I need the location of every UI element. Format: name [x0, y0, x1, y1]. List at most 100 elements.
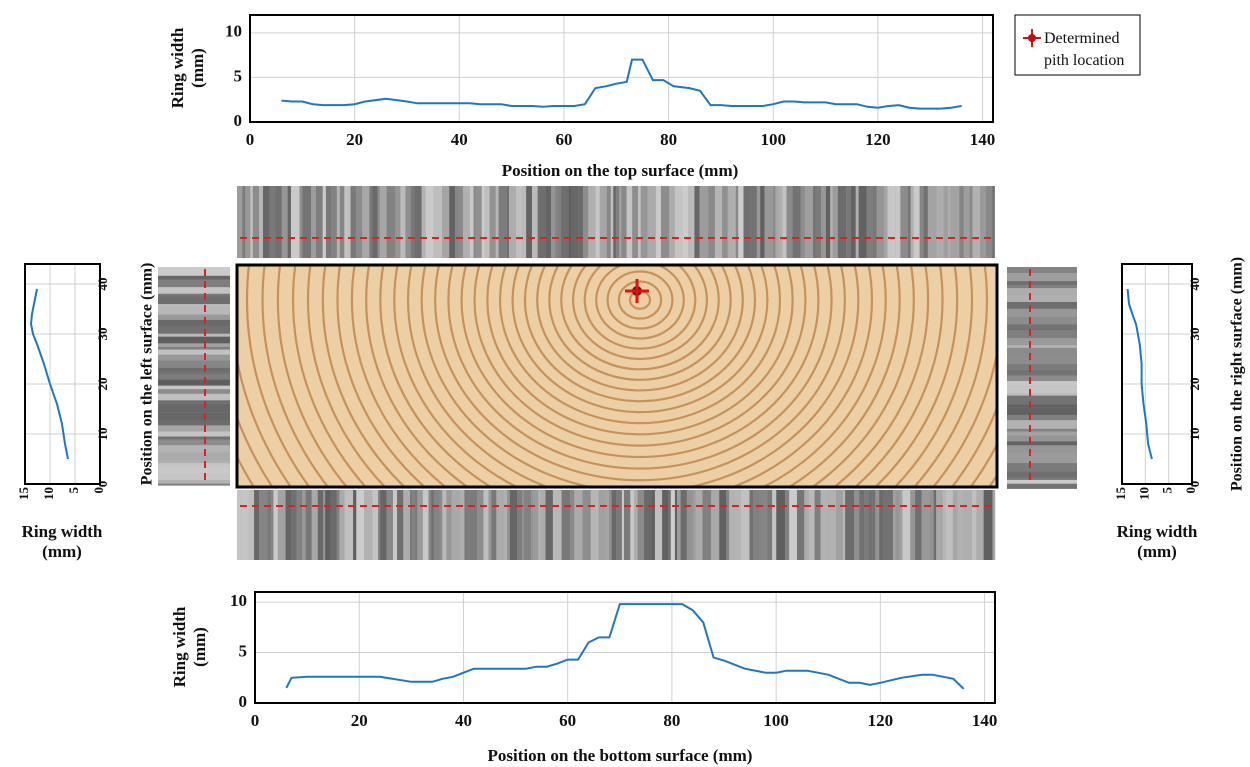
surface-grain [950, 186, 960, 258]
surface-grain [350, 186, 356, 258]
surface-grain [654, 490, 663, 560]
surface-grain [782, 186, 787, 258]
surface-grain [158, 385, 230, 390]
surface-grain [299, 186, 303, 258]
surface-grain [727, 186, 736, 258]
surface-grain [942, 490, 946, 560]
growth-ring [486, 265, 794, 436]
y-tick-label: 10 [230, 591, 247, 610]
data-line [281, 58, 962, 110]
surface-grain [459, 490, 465, 560]
surface-grain [590, 490, 596, 560]
surface-grain [158, 319, 230, 327]
surface-grain [845, 490, 855, 560]
surface-grain [296, 490, 303, 560]
surface-grain [690, 490, 694, 560]
surface-grain [767, 490, 773, 560]
surface-grain [800, 186, 805, 258]
growth-ring [571, 265, 709, 360]
surface-grain [851, 186, 856, 258]
surface-grain [992, 186, 995, 258]
plot-frame [1121, 263, 1193, 485]
surface-grain [263, 186, 270, 258]
surface-grain [846, 186, 852, 258]
surface-grain [1007, 395, 1077, 405]
surface-grain [669, 186, 675, 258]
surface-grain [515, 186, 523, 258]
surface-grain [680, 490, 687, 560]
surface-grain [910, 186, 914, 258]
surface-grain [557, 186, 562, 258]
surface-grain [910, 490, 916, 560]
plot-area [250, 15, 993, 122]
surface-grain [668, 490, 671, 560]
surface-grain [749, 490, 754, 560]
surface-grain [237, 490, 242, 560]
surface-grain [325, 186, 332, 258]
surface-grain [431, 490, 434, 560]
surface-grain [273, 490, 278, 560]
surface-grain [670, 490, 675, 560]
surface-grain [1007, 420, 1077, 429]
surface-grain [158, 436, 230, 440]
y-axis-label: Ring width (mm) [170, 606, 209, 688]
surface-grain [281, 186, 288, 258]
y-tick-label: 10 [1136, 487, 1151, 500]
surface-grain [815, 186, 822, 258]
surface-grain [921, 490, 930, 560]
x-tick-label: 140 [972, 711, 998, 730]
surface-grain [158, 306, 230, 315]
x-tick-label: 120 [868, 711, 894, 730]
surface-grain [908, 186, 911, 258]
x-tick-label: 40 [455, 711, 472, 730]
surface-grain [380, 490, 387, 560]
surface-grain [610, 186, 614, 258]
surface-grain [813, 186, 816, 258]
x-axis-label: Position on the bottom surface (mm) [488, 746, 753, 765]
surface-grain [451, 490, 460, 560]
surface-grain [887, 186, 896, 258]
surface-grain [825, 186, 831, 258]
growth-ring [307, 265, 973, 487]
surface-grain [439, 490, 443, 560]
surface-grain [895, 186, 901, 258]
surface-grain [778, 186, 783, 258]
surface-grain [804, 186, 814, 258]
surface-grain [421, 186, 426, 258]
surface-grain [933, 490, 937, 560]
surface-grain [339, 490, 345, 560]
surface-grain [506, 186, 510, 258]
surface-grain [582, 186, 589, 258]
surface-grain [422, 490, 429, 560]
x-tick-label: 60 [555, 130, 572, 149]
surface-grain [722, 186, 728, 258]
surface-grain [455, 186, 460, 258]
surface-grain [640, 186, 648, 258]
y-tick-label: 5 [66, 487, 81, 494]
surface-grain [533, 490, 539, 560]
surface-grain [743, 186, 751, 258]
surface-grain [158, 452, 230, 461]
surface-grain [796, 490, 805, 560]
data-line [1126, 288, 1153, 460]
x-tick-label: 0 [95, 481, 110, 488]
surface-grain [929, 490, 934, 560]
surface-grain [372, 186, 378, 258]
surface-grain [1007, 404, 1077, 408]
surface-grain [574, 490, 583, 560]
surface-grain [158, 296, 230, 305]
surface-grain [158, 336, 230, 344]
surface-grain [322, 186, 326, 258]
growth-ring [617, 280, 663, 320]
surface-grain [1007, 466, 1077, 472]
surface-grain [386, 186, 396, 258]
surface-grain [245, 186, 251, 258]
surface-grain [1007, 441, 1077, 446]
surface-grain [1007, 356, 1077, 365]
surface-grain [611, 490, 617, 560]
surface-grain [734, 490, 741, 560]
x-tick-label: 20 [1187, 378, 1202, 391]
surface-grain [158, 343, 230, 347]
surface-grain [545, 186, 552, 258]
